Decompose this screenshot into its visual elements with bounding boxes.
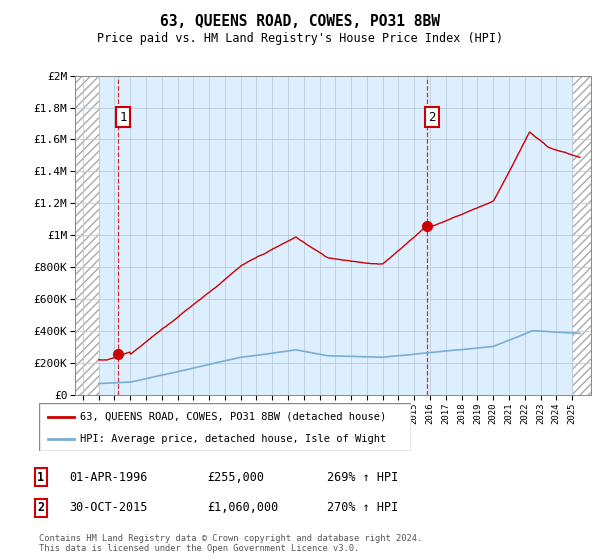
Text: 2: 2 (37, 501, 44, 515)
Text: HPI: Average price, detached house, Isle of Wight: HPI: Average price, detached house, Isle… (80, 434, 386, 444)
Text: 1: 1 (119, 110, 127, 124)
Text: 63, QUEENS ROAD, COWES, PO31 8BW (detached house): 63, QUEENS ROAD, COWES, PO31 8BW (detach… (80, 412, 386, 422)
Text: £255,000: £255,000 (207, 470, 264, 484)
Text: 2: 2 (428, 110, 436, 124)
Text: Contains HM Land Registry data © Crown copyright and database right 2024.
This d: Contains HM Land Registry data © Crown c… (39, 534, 422, 553)
Text: 270% ↑ HPI: 270% ↑ HPI (327, 501, 398, 515)
Text: £1,060,000: £1,060,000 (207, 501, 278, 515)
Bar (75, 76, 98, 395)
Text: 30-OCT-2015: 30-OCT-2015 (69, 501, 148, 515)
FancyBboxPatch shape (39, 403, 411, 451)
Text: 01-APR-1996: 01-APR-1996 (69, 470, 148, 484)
Text: 269% ↑ HPI: 269% ↑ HPI (327, 470, 398, 484)
Bar (572, 76, 591, 395)
Text: Price paid vs. HM Land Registry's House Price Index (HPI): Price paid vs. HM Land Registry's House … (97, 32, 503, 45)
Text: 63, QUEENS ROAD, COWES, PO31 8BW: 63, QUEENS ROAD, COWES, PO31 8BW (160, 14, 440, 29)
Text: 1: 1 (37, 470, 44, 484)
